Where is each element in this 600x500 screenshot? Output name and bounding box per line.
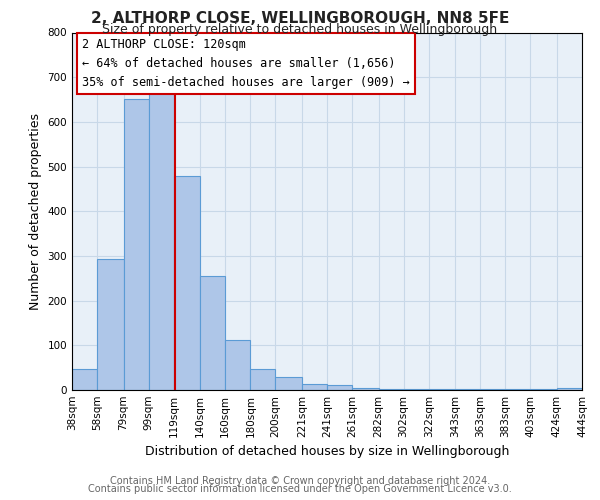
Bar — [505, 388, 530, 390]
Bar — [97, 259, 124, 390]
Bar — [455, 388, 480, 390]
Bar — [200, 276, 225, 390]
Bar — [124, 99, 149, 390]
Bar — [149, 92, 174, 390]
Bar — [379, 388, 404, 390]
Y-axis label: Number of detached properties: Number of detached properties — [29, 113, 42, 310]
Text: Contains HM Land Registry data © Crown copyright and database right 2024.: Contains HM Land Registry data © Crown c… — [110, 476, 490, 486]
Bar — [302, 384, 327, 390]
Text: Contains public sector information licensed under the Open Government Licence v3: Contains public sector information licen… — [88, 484, 512, 494]
Bar — [275, 378, 302, 390]
Text: 2, ALTHORP CLOSE, WELLINGBOROUGH, NN8 5FE: 2, ALTHORP CLOSE, WELLINGBOROUGH, NN8 5F… — [91, 11, 509, 26]
Bar — [530, 388, 557, 390]
Text: 2 ALTHORP CLOSE: 120sqm
← 64% of detached houses are smaller (1,656)
35% of semi: 2 ALTHORP CLOSE: 120sqm ← 64% of detache… — [82, 38, 410, 89]
Bar — [352, 388, 379, 390]
Bar — [557, 388, 582, 390]
Bar — [429, 388, 455, 390]
X-axis label: Distribution of detached houses by size in Wellingborough: Distribution of detached houses by size … — [145, 446, 509, 458]
Bar — [480, 388, 505, 390]
Text: Size of property relative to detached houses in Wellingborough: Size of property relative to detached ho… — [103, 22, 497, 36]
Bar — [174, 176, 200, 390]
Bar — [327, 384, 352, 390]
Bar — [225, 340, 250, 390]
Bar — [250, 368, 275, 390]
Bar — [404, 388, 429, 390]
Bar — [72, 369, 97, 390]
